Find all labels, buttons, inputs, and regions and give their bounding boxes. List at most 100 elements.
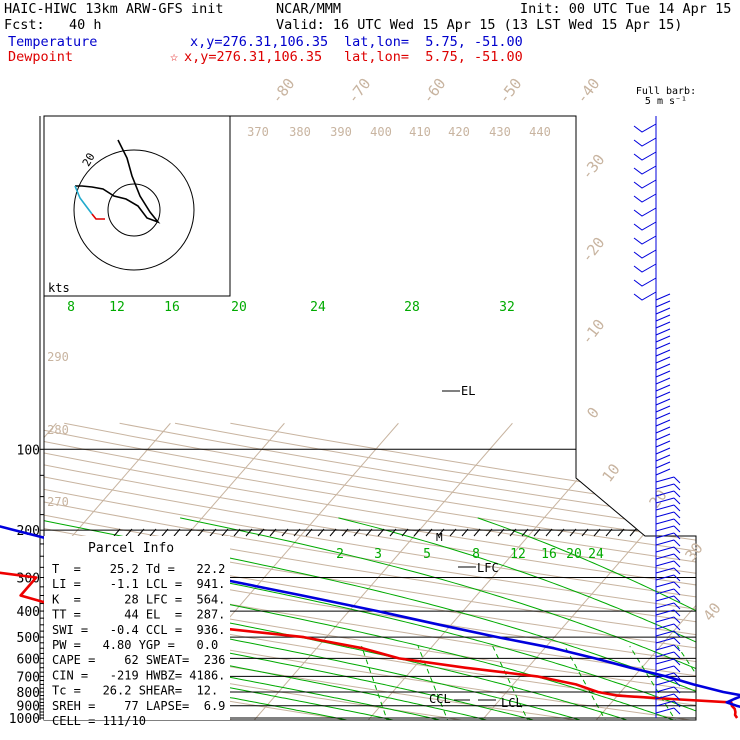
wind-barb xyxy=(633,263,657,273)
moist-adiabat-line xyxy=(44,517,639,720)
theta-label: 270 xyxy=(47,495,69,509)
wind-barb xyxy=(655,447,671,455)
wind-barb xyxy=(673,651,681,659)
wind-barb xyxy=(673,630,681,638)
isotherm-label: -70 xyxy=(344,75,375,107)
temperature-profile xyxy=(0,525,740,709)
freezing-level-hatch xyxy=(569,528,577,537)
ccl-label: CCL xyxy=(429,692,451,706)
pressure-label: 1000 xyxy=(9,712,40,727)
wind-barb xyxy=(633,179,657,189)
freezing-level-hatch xyxy=(449,528,457,537)
dry-adiabat-line xyxy=(44,478,696,720)
wind-barb xyxy=(655,419,671,427)
mixing-ratio-label: 8 xyxy=(472,547,480,562)
freezing-level-hatch xyxy=(341,528,349,537)
freezing-level-hatch xyxy=(269,528,277,537)
valid-time: Valid: 16 UTC Wed 15 Apr 15 (13 LST Wed … xyxy=(276,17,683,33)
theta-label: 390 xyxy=(330,125,352,139)
freezing-level-hatch xyxy=(545,528,553,537)
theta-label: 440 xyxy=(529,125,551,139)
freezing-level-hatch xyxy=(185,528,193,537)
moist-adiabat-label: 28 xyxy=(404,300,420,315)
freezing-level-hatch xyxy=(485,528,493,537)
freezing-level-hatch xyxy=(617,528,625,537)
wind-barb xyxy=(655,342,671,350)
wind-barb xyxy=(655,461,671,469)
wind-barb xyxy=(633,207,657,217)
wind-barb xyxy=(655,328,671,336)
wind-barb xyxy=(673,581,681,589)
wind-barb xyxy=(655,384,671,392)
lfc-label: LFC xyxy=(477,561,499,575)
wind-barb xyxy=(655,581,675,588)
pressure-label: 900 xyxy=(17,700,40,715)
dry-adiabat-line xyxy=(44,478,696,720)
theta-label: 370 xyxy=(247,125,269,139)
moist-adiabat-line xyxy=(338,517,696,720)
wind-barb xyxy=(673,497,681,505)
wind-barb xyxy=(655,539,675,546)
mixing-ratio-line xyxy=(417,645,450,720)
moist-adiabat-line xyxy=(44,517,548,720)
mixing-ratio-label: 3 xyxy=(374,547,382,562)
org-label: NCAR/MMM xyxy=(276,1,342,17)
wind-barb xyxy=(655,637,675,644)
wind-barb xyxy=(655,476,675,483)
isotherm-label: -30 xyxy=(578,151,609,183)
theta-label: 410 xyxy=(409,125,431,139)
wind-barb xyxy=(655,321,671,329)
isotherm-label: -50 xyxy=(495,75,526,107)
init-time: Init: 00 UTC Tue 14 Apr 15 xyxy=(520,1,732,17)
dry-adiabat-line xyxy=(44,478,696,720)
parcel-info-row: CELL = 111/10 xyxy=(52,714,146,728)
freezing-level-hatch xyxy=(389,528,397,537)
barb-units: 5 m s⁻¹ xyxy=(645,96,687,107)
wind-barb xyxy=(673,525,681,533)
wind-barb xyxy=(673,560,681,568)
wind-barb xyxy=(655,623,675,630)
wind-barb xyxy=(633,221,657,231)
pressure-label: 800 xyxy=(17,686,40,701)
moist-adiabat-label: 24 xyxy=(310,300,326,315)
freezing-level-hatch xyxy=(365,528,373,537)
dry-adiabat-line xyxy=(44,478,696,720)
dry-adiabat-line xyxy=(44,478,696,720)
hodograph-trace-low xyxy=(74,185,93,215)
parcel-info-box: Parcel Info T = 25.2 Td = 22.2LI = -1.1 … xyxy=(44,536,230,728)
freezing-level-hatch xyxy=(581,528,589,537)
wind-barb xyxy=(655,553,675,560)
wind-barb xyxy=(633,123,657,133)
dry-adiabat-line xyxy=(44,478,696,720)
wind-barb xyxy=(673,672,681,680)
wind-barb xyxy=(673,602,681,610)
wind-barb xyxy=(655,602,675,609)
freezing-level-hatch xyxy=(521,528,529,537)
wind-barb xyxy=(655,665,675,672)
moist-adiabat-line xyxy=(44,517,696,720)
theta-label: 400 xyxy=(370,125,392,139)
wind-barb xyxy=(655,658,675,665)
theta-label: 430 xyxy=(489,125,511,139)
mixing-ratio-line xyxy=(361,645,389,720)
wind-barb xyxy=(655,314,671,322)
wind-barb xyxy=(655,307,671,315)
wind-barb xyxy=(655,525,675,532)
wind-barb xyxy=(633,151,657,161)
wind-barb xyxy=(655,693,675,700)
wind-barb xyxy=(633,165,657,175)
isotherm-line xyxy=(250,478,513,720)
wind-barb xyxy=(673,679,681,687)
wind-barb xyxy=(655,490,675,497)
mixing-ratio-label: 20 xyxy=(566,547,582,562)
moist-adiabat-line xyxy=(477,517,696,720)
wind-barb xyxy=(633,235,657,245)
wind-barb xyxy=(673,553,681,561)
moist-adiabat-label: 20 xyxy=(231,300,247,315)
mixing-ratio-label: 2 xyxy=(336,547,344,562)
wind-barb xyxy=(655,433,671,441)
dry-adiabat-line xyxy=(44,478,696,720)
isotherm-label: 40 xyxy=(699,599,724,624)
forecast-hour: Fcst: 40 h xyxy=(4,17,102,33)
wind-barb xyxy=(673,490,681,498)
